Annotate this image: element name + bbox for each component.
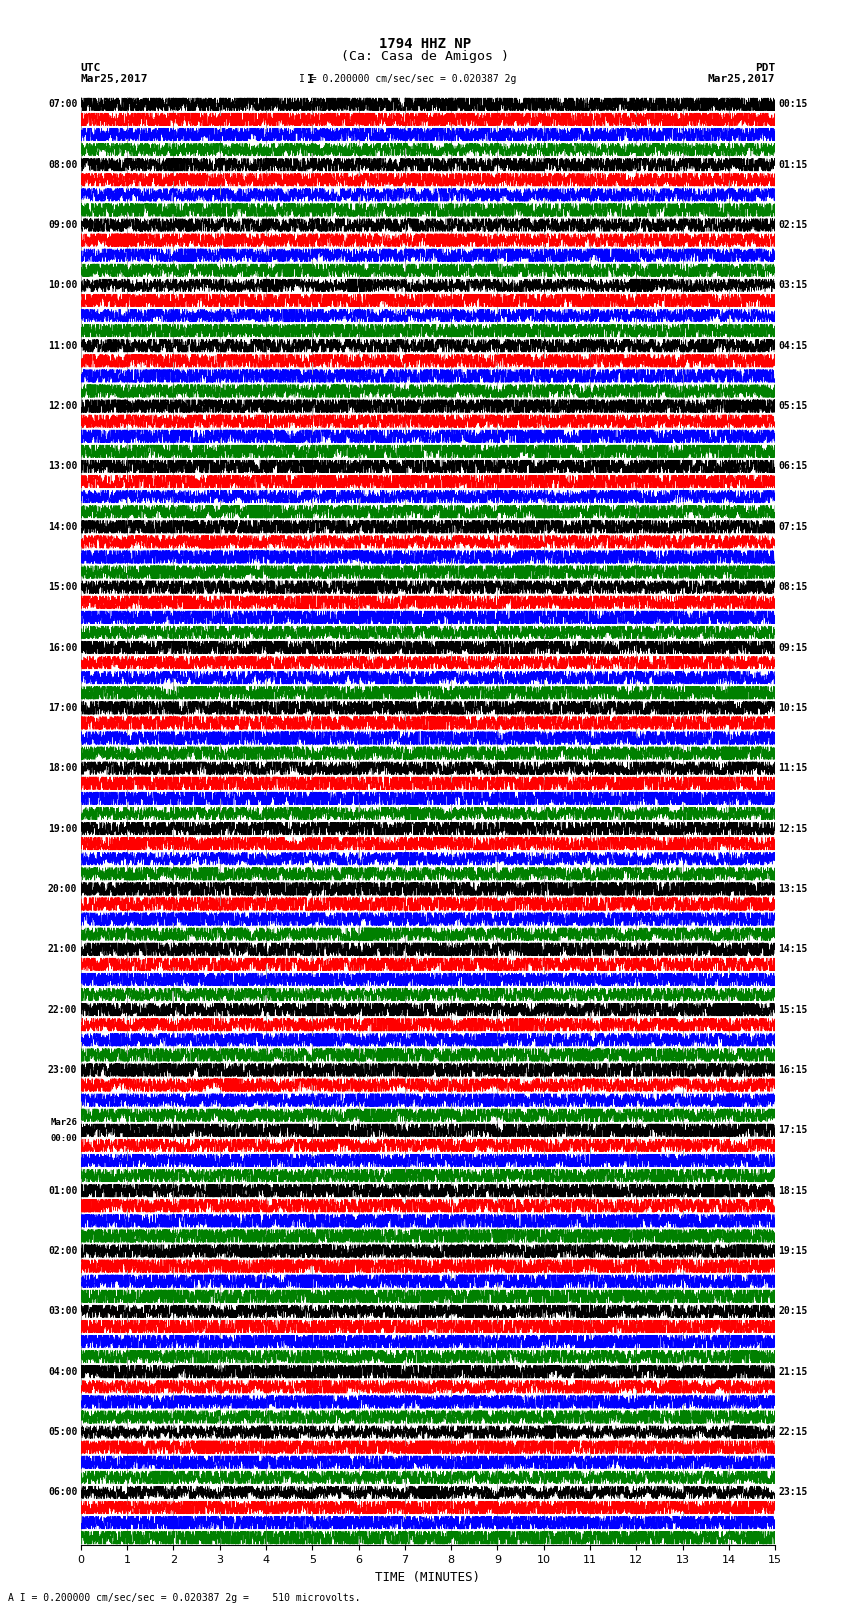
Text: 09:00: 09:00 — [48, 219, 77, 231]
Text: 14:15: 14:15 — [779, 944, 808, 955]
Text: 23:15: 23:15 — [779, 1487, 808, 1497]
Text: 12:00: 12:00 — [48, 402, 77, 411]
Text: 05:15: 05:15 — [779, 402, 808, 411]
Text: 21:00: 21:00 — [48, 944, 77, 955]
Text: 08:15: 08:15 — [779, 582, 808, 592]
Text: 22:15: 22:15 — [779, 1428, 808, 1437]
Text: 11:15: 11:15 — [779, 763, 808, 773]
Text: Mar25,2017: Mar25,2017 — [81, 74, 148, 84]
Text: 00:15: 00:15 — [779, 100, 808, 110]
Text: 03:15: 03:15 — [779, 281, 808, 290]
Text: 03:00: 03:00 — [48, 1307, 77, 1316]
Text: 09:15: 09:15 — [779, 642, 808, 653]
Text: 20:00: 20:00 — [48, 884, 77, 894]
Text: 01:00: 01:00 — [48, 1186, 77, 1195]
Text: 07:15: 07:15 — [779, 521, 808, 532]
Text: 00:00: 00:00 — [50, 1134, 77, 1142]
Text: 10:15: 10:15 — [779, 703, 808, 713]
Text: 18:15: 18:15 — [779, 1186, 808, 1195]
Text: 17:00: 17:00 — [48, 703, 77, 713]
Text: 11:00: 11:00 — [48, 340, 77, 350]
Text: 06:15: 06:15 — [779, 461, 808, 471]
Text: 01:15: 01:15 — [779, 160, 808, 169]
Text: I: I — [307, 73, 314, 85]
Text: A I = 0.200000 cm/sec/sec = 0.020387 2g =    510 microvolts.: A I = 0.200000 cm/sec/sec = 0.020387 2g … — [8, 1594, 361, 1603]
Text: 05:00: 05:00 — [48, 1428, 77, 1437]
Text: 12:15: 12:15 — [779, 824, 808, 834]
Text: 17:15: 17:15 — [779, 1126, 808, 1136]
Text: 15:00: 15:00 — [48, 582, 77, 592]
Text: 19:15: 19:15 — [779, 1245, 808, 1257]
Text: 13:00: 13:00 — [48, 461, 77, 471]
Text: 20:15: 20:15 — [779, 1307, 808, 1316]
Text: 06:00: 06:00 — [48, 1487, 77, 1497]
Text: 10:00: 10:00 — [48, 281, 77, 290]
Text: 02:15: 02:15 — [779, 219, 808, 231]
Text: 07:00: 07:00 — [48, 100, 77, 110]
Text: 16:00: 16:00 — [48, 642, 77, 653]
Text: 16:15: 16:15 — [779, 1065, 808, 1074]
Text: 18:00: 18:00 — [48, 763, 77, 773]
Text: 13:15: 13:15 — [779, 884, 808, 894]
Text: 19:00: 19:00 — [48, 824, 77, 834]
Text: 04:15: 04:15 — [779, 340, 808, 350]
Text: UTC: UTC — [81, 63, 101, 73]
Text: 08:00: 08:00 — [48, 160, 77, 169]
Text: Mar25,2017: Mar25,2017 — [708, 74, 775, 84]
Text: 22:00: 22:00 — [48, 1005, 77, 1015]
Text: 1794 HHZ NP: 1794 HHZ NP — [379, 37, 471, 52]
X-axis label: TIME (MINUTES): TIME (MINUTES) — [376, 1571, 480, 1584]
Text: 15:15: 15:15 — [779, 1005, 808, 1015]
Text: 02:00: 02:00 — [48, 1245, 77, 1257]
Text: 21:15: 21:15 — [779, 1366, 808, 1378]
Text: 14:00: 14:00 — [48, 521, 77, 532]
Text: 23:00: 23:00 — [48, 1065, 77, 1074]
Text: (Ca: Casa de Amigos ): (Ca: Casa de Amigos ) — [341, 50, 509, 63]
Text: PDT: PDT — [755, 63, 775, 73]
Text: I = 0.200000 cm/sec/sec = 0.020387 2g: I = 0.200000 cm/sec/sec = 0.020387 2g — [299, 74, 517, 84]
Text: Mar26: Mar26 — [50, 1118, 77, 1127]
Text: 04:00: 04:00 — [48, 1366, 77, 1378]
